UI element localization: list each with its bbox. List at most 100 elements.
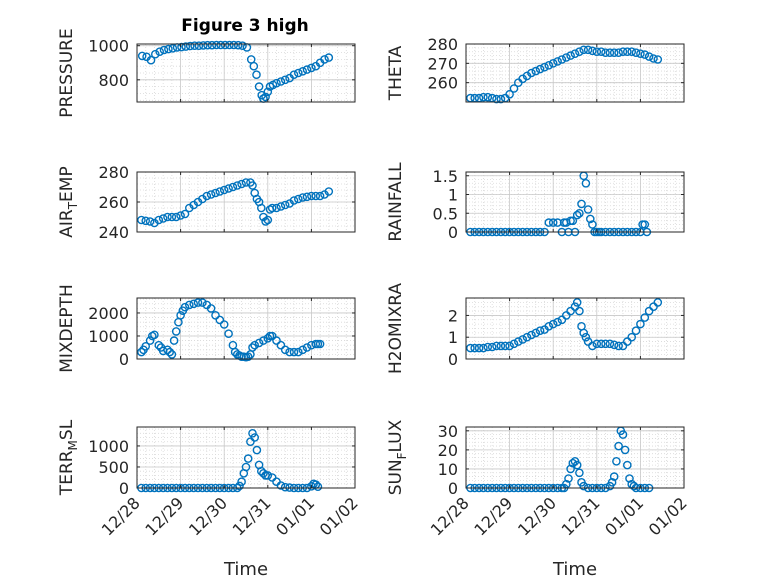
- data-point: [276, 202, 286, 211]
- data-point: [180, 209, 190, 219]
- data-point: [224, 184, 233, 193]
- data-point: [483, 342, 493, 352]
- data-point: [280, 482, 290, 492]
- data-point: [575, 468, 584, 478]
- data-point: [137, 347, 146, 357]
- data-point: [500, 341, 510, 351]
- data-point: [581, 178, 591, 188]
- data-point: [198, 298, 207, 307]
- figure-title: Figure 3 high: [181, 16, 309, 36]
- subplot-rainfall: 00.511.5 RAINFALL: [386, 162, 685, 242]
- data-point: [544, 218, 554, 227]
- data-point: [601, 339, 610, 349]
- data-point: [492, 341, 501, 351]
- data-point: [252, 445, 262, 455]
- data-point: [203, 40, 212, 50]
- data-point: [298, 345, 308, 355]
- data-point: [263, 471, 273, 480]
- data-point: [202, 191, 212, 201]
- data-point: [592, 47, 602, 57]
- data-point: [263, 215, 273, 225]
- data-point: [579, 328, 589, 338]
- y-tick-label: 1: [448, 186, 458, 205]
- data-point: [518, 335, 528, 344]
- data-point: [168, 44, 178, 53]
- data-point: [564, 474, 573, 483]
- data-point: [618, 341, 628, 351]
- data-point: [219, 185, 229, 195]
- data-point: [527, 68, 536, 78]
- data-point: [631, 326, 641, 336]
- data-point: [653, 298, 663, 307]
- data-point: [575, 47, 584, 57]
- y-tick-label: 0: [119, 350, 129, 369]
- data-point: [605, 48, 615, 58]
- y-axis-label: THETA: [386, 45, 406, 101]
- data-point: [553, 57, 562, 66]
- data-point: [250, 433, 259, 442]
- data-point: [254, 82, 264, 91]
- data-point: [193, 298, 203, 307]
- data-point: [150, 49, 160, 59]
- data-point: [212, 40, 221, 50]
- y-tick-label: 10: [438, 460, 458, 479]
- data-point: [592, 339, 602, 349]
- data-point: [505, 341, 514, 351]
- data-point: [211, 188, 220, 198]
- data-point: [614, 48, 623, 58]
- data-point: [163, 212, 172, 222]
- data-point: [649, 54, 658, 63]
- data-point: [324, 53, 334, 62]
- data-point: [248, 428, 257, 438]
- data-point: [171, 212, 181, 222]
- data-point: [256, 203, 266, 213]
- data-point: [609, 48, 619, 58]
- data-point: [535, 64, 545, 74]
- y-tick-label: 280: [98, 163, 129, 182]
- y-axis-label: H2OMIXRA: [386, 283, 406, 374]
- data-point: [250, 340, 259, 350]
- axes-box: [465, 426, 685, 489]
- data-point: [224, 329, 233, 339]
- data-point: [137, 215, 146, 225]
- data-point: [605, 339, 615, 349]
- data-point: [522, 332, 532, 342]
- y-tick-label: 20: [438, 441, 458, 460]
- data-point: [570, 302, 580, 312]
- data-point: [562, 53, 571, 62]
- data-point: [601, 48, 610, 58]
- plot-area: [466, 44, 684, 102]
- y-axis-label: MIXDEPTH: [57, 284, 77, 373]
- data-point: [261, 217, 270, 226]
- data-point: [237, 179, 246, 189]
- y-tick-label: 0: [448, 223, 458, 242]
- data-point: [562, 311, 571, 320]
- data-point: [583, 337, 593, 346]
- data-point: [625, 474, 634, 483]
- data-point: [614, 441, 623, 451]
- data-point: [267, 331, 277, 341]
- data-point: [215, 315, 225, 325]
- data-point: [636, 319, 645, 329]
- axes-box: [465, 43, 685, 103]
- data-point: [320, 55, 329, 64]
- data-point: [557, 55, 567, 64]
- subplot-h2omixra: 0 1 2 H2OMIXRA: [386, 283, 685, 374]
- data-point: [535, 326, 545, 336]
- data-point: [623, 47, 632, 57]
- data-point: [298, 67, 308, 76]
- data-point: [572, 210, 582, 220]
- y-tick-label: 260: [427, 74, 458, 93]
- data-point: [252, 70, 261, 79]
- subplot-pressure: 800 1000 PRESSURE: [57, 28, 356, 118]
- data-point: [572, 298, 582, 307]
- data-point: [165, 347, 174, 357]
- data-point: [219, 320, 229, 329]
- data-point: [141, 341, 150, 351]
- y-axis-label: SUNFLUX: [386, 419, 409, 495]
- y-tick-label: 260: [98, 193, 129, 212]
- data-point: [184, 300, 194, 310]
- data-point: [254, 338, 264, 348]
- data-point: [531, 328, 541, 338]
